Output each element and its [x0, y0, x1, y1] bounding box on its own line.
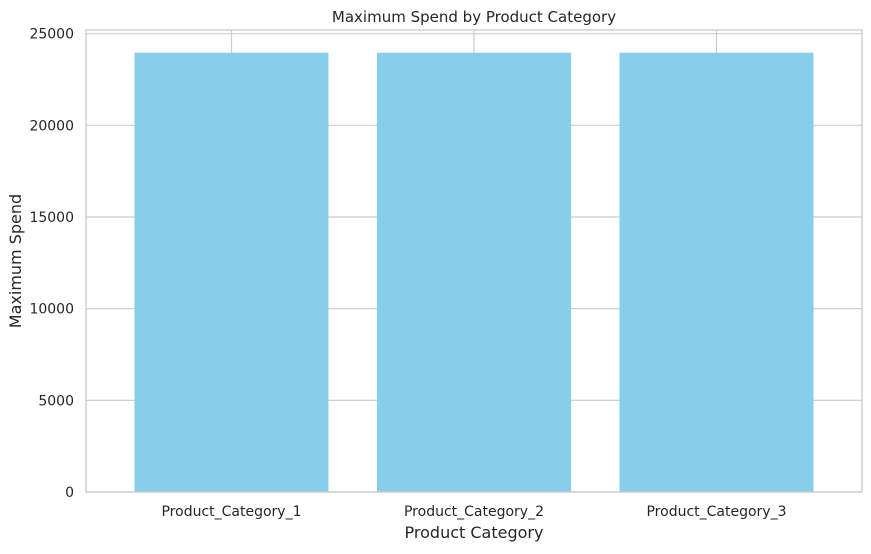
y-tick-label: 5000: [38, 393, 74, 409]
y-tick-label: 0: [65, 485, 74, 501]
x-tick-labels: Product_Category_1 Product_Category_2 Prod…: [161, 504, 786, 520]
bar-product-category-3: [619, 52, 814, 493]
bar-product-category-2: [377, 52, 571, 493]
x-tick-label: Product_Category_1: [161, 504, 301, 520]
plot-frame: [85, 29, 863, 493]
y-tick-label: 10000: [29, 302, 74, 318]
x-axis-label: Product Category: [405, 523, 544, 542]
x-tick-label: Product_Category_2: [404, 504, 544, 520]
y-tick-label: 25000: [29, 27, 74, 43]
bar-layer: [134, 52, 814, 493]
y-tick-label: 15000: [29, 210, 74, 226]
y-axis-label: Maximum Spend: [6, 194, 25, 328]
chart-title: Maximum Spend by Product Category: [332, 8, 616, 26]
bar-product-category-1: [134, 52, 329, 493]
x-tick-label: Product_Category_3: [646, 504, 786, 520]
y-tick-labels: 0 5000 10000 15000 20000 25000: [29, 27, 74, 501]
y-tick-label: 20000: [29, 118, 74, 134]
